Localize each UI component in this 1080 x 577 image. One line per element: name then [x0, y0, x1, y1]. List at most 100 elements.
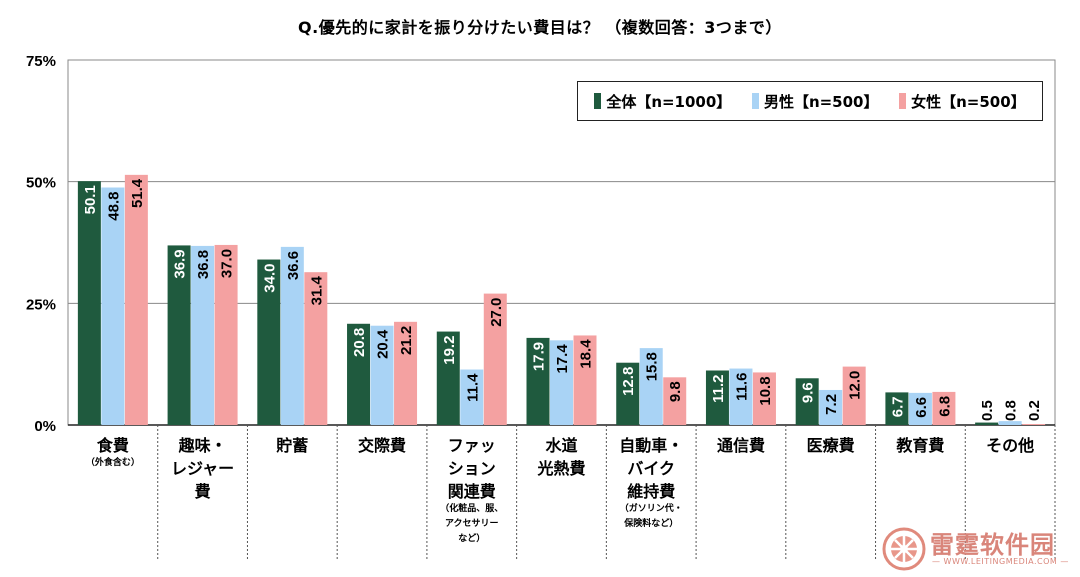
bar: [975, 422, 999, 425]
x-tick-sublabel: （化粧品、服、: [440, 502, 503, 514]
bar: [77, 181, 101, 425]
data-label: 19.2: [441, 336, 458, 365]
bar: [257, 259, 281, 425]
x-tick-label: 食費: [96, 436, 129, 455]
data-label: 9.6: [800, 382, 817, 403]
legend-swatch-all: [594, 93, 602, 109]
x-tick-label: 交際費: [358, 436, 406, 455]
bar: [1022, 424, 1046, 425]
x-tick-sublabel: など）: [458, 532, 485, 544]
data-label: 12.0: [847, 371, 864, 400]
data-label: 37.0: [219, 249, 236, 278]
data-label: 31.4: [308, 276, 325, 306]
data-label: 20.8: [351, 328, 368, 357]
chart-legend: 全体【n=1000】 男性【n=500】 女性【n=500】: [577, 81, 1043, 121]
bar: [819, 389, 843, 425]
data-label: 51.4: [129, 178, 146, 208]
legend-item-male: 男性【n=500】: [751, 91, 879, 112]
data-label: 0.5: [979, 400, 996, 421]
watermark-url: — WWW.LEITINGMEDIA.COM —: [932, 557, 1069, 566]
bar: [436, 331, 460, 425]
data-label: 10.8: [757, 376, 774, 405]
data-label: 17.4: [554, 344, 571, 374]
data-label: 6.8: [936, 396, 953, 417]
data-label: 15.8: [644, 352, 661, 381]
x-tick-sublabel: （ガソリン代・: [620, 502, 683, 514]
data-label: 9.8: [667, 381, 684, 402]
x-tick-label: バイク: [627, 459, 675, 478]
data-label: 17.9: [531, 342, 548, 371]
y-tick-label: 0%: [34, 418, 56, 435]
bar: [908, 392, 932, 425]
bar: [124, 174, 148, 425]
x-tick-label: レジャー: [171, 459, 234, 478]
data-label: 7.2: [823, 394, 840, 415]
x-tick-label: 水道: [545, 436, 577, 455]
legend-label-female: 女性【n=500】: [911, 92, 1026, 111]
data-label: 11.6: [733, 373, 750, 401]
bar: [573, 335, 597, 425]
x-tick-label: 費: [195, 482, 211, 501]
x-tick-label: 光熱費: [536, 459, 585, 478]
x-tick-sublabel: アクセサリー: [445, 518, 499, 529]
x-tick-label: 通信費: [717, 436, 765, 455]
x-tick-label: 自動車・: [619, 436, 683, 455]
legend-label-male: 男性【n=500】: [763, 92, 879, 111]
watermark-logo-icon: [882, 527, 926, 571]
data-label: 11.2: [710, 374, 727, 402]
legend-item-female: 女性【n=500】: [899, 91, 1026, 112]
bar: [663, 377, 687, 425]
bar: [394, 321, 418, 425]
bar: [483, 293, 507, 425]
bar: [101, 187, 125, 425]
data-label: 6.7: [889, 396, 906, 417]
bar: [191, 245, 215, 425]
x-tick-label: 関連費: [448, 482, 496, 501]
bar: [370, 325, 394, 425]
bar: [885, 392, 909, 425]
bar: [550, 340, 573, 425]
data-label: 0.8: [1003, 400, 1020, 421]
data-label: 21.2: [398, 326, 415, 355]
bar: [460, 369, 484, 425]
data-label: 18.4: [578, 339, 595, 369]
x-tick-label: 趣味・: [178, 436, 227, 455]
bar: [616, 362, 640, 425]
bar: [280, 246, 304, 425]
x-tick-label: 貯蓄: [276, 436, 308, 455]
data-label: 12.8: [620, 367, 637, 396]
x-tick-sublabel: （外食含む）: [86, 456, 140, 468]
bar: [932, 391, 956, 425]
data-label: 6.6: [913, 397, 930, 418]
y-tick-label: 75%: [26, 53, 56, 70]
x-tick-label: ファッ: [448, 436, 496, 455]
data-label: 36.8: [195, 250, 212, 279]
bar: [842, 366, 866, 425]
bar: [639, 348, 663, 425]
x-tick-label: 教育費: [896, 436, 944, 455]
bar: [795, 378, 819, 425]
data-label: 36.6: [285, 251, 302, 280]
data-label: 27.0: [488, 298, 505, 327]
bar: [998, 421, 1022, 425]
watermark-text: 雷霆软件园: [930, 531, 1055, 559]
legend-label-all: 全体【n=1000】: [606, 92, 732, 111]
y-tick-label: 25%: [26, 296, 56, 313]
chart-title: Q.優先的に家計を振り分けたい費目は？ （複数回答：3つまで）: [298, 18, 782, 37]
x-tick-label: 維持費: [627, 482, 675, 501]
x-tick-label: ション: [448, 459, 496, 478]
bar: [304, 272, 328, 425]
data-label: 34.0: [261, 264, 278, 293]
bar: [729, 368, 753, 425]
legend-item-all: 全体【n=1000】: [594, 91, 731, 112]
x-tick-label: その他: [986, 436, 1034, 455]
legend-swatch-female: [899, 93, 907, 109]
data-label: 50.1: [82, 185, 99, 214]
data-label: 36.9: [172, 249, 189, 278]
data-label: 48.8: [105, 192, 122, 221]
bar: [526, 337, 550, 425]
bar: [347, 323, 371, 425]
legend-swatch-male: [751, 93, 759, 109]
data-label: 0.2: [1026, 400, 1043, 421]
